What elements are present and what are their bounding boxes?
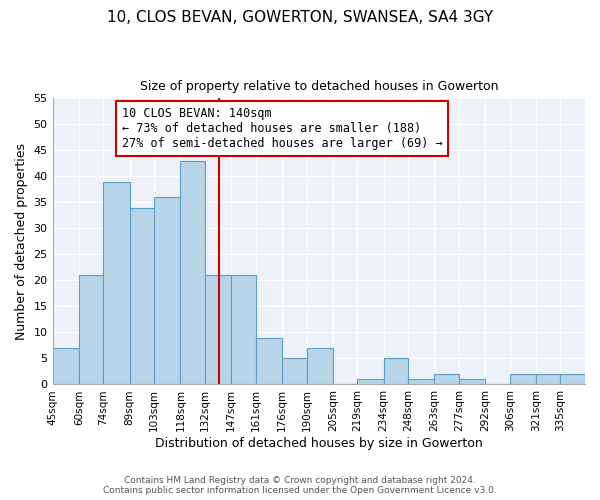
Y-axis label: Number of detached properties: Number of detached properties <box>15 143 28 340</box>
Bar <box>282 358 307 384</box>
Bar <box>408 380 434 384</box>
Bar <box>307 348 333 385</box>
Title: Size of property relative to detached houses in Gowerton: Size of property relative to detached ho… <box>140 80 498 93</box>
Bar <box>205 275 231 384</box>
Bar <box>434 374 459 384</box>
Text: 10 CLOS BEVAN: 140sqm
← 73% of detached houses are smaller (188)
27% of semi-det: 10 CLOS BEVAN: 140sqm ← 73% of detached … <box>122 107 442 150</box>
Bar <box>181 161 205 384</box>
Text: Contains HM Land Registry data © Crown copyright and database right 2024.
Contai: Contains HM Land Registry data © Crown c… <box>103 476 497 495</box>
Bar <box>103 182 130 384</box>
Bar <box>459 380 485 384</box>
Bar <box>383 358 408 384</box>
Bar <box>509 374 536 384</box>
Bar <box>130 208 154 384</box>
Bar <box>358 380 383 384</box>
Bar <box>79 275 103 384</box>
Bar <box>231 275 256 384</box>
Bar <box>536 374 560 384</box>
Text: 10, CLOS BEVAN, GOWERTON, SWANSEA, SA4 3GY: 10, CLOS BEVAN, GOWERTON, SWANSEA, SA4 3… <box>107 10 493 25</box>
X-axis label: Distribution of detached houses by size in Gowerton: Distribution of detached houses by size … <box>155 437 482 450</box>
Bar <box>256 338 282 384</box>
Bar <box>154 197 181 384</box>
Bar <box>53 348 79 385</box>
Bar <box>560 374 585 384</box>
